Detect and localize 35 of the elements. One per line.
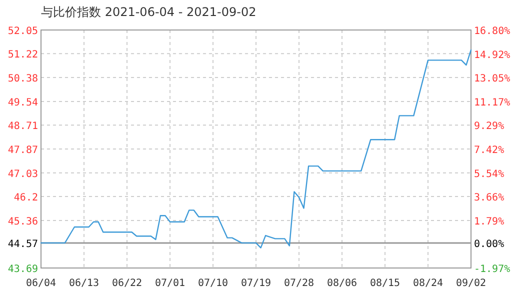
y-tick-label: 47.03 [8, 168, 38, 180]
x-tick-label: 07/10 [198, 278, 228, 289]
y-tick-label: 45.36 [8, 216, 38, 228]
x-tick-label: 06/13 [68, 278, 100, 289]
y-tick-label: 49.54 [8, 97, 38, 108]
y2-tick-label: 14.92% [474, 50, 510, 61]
y-tick-label: 43.69 [8, 264, 38, 275]
y2-tick-label: 9.29% [474, 121, 504, 132]
x-tick-label: 08/15 [370, 278, 400, 289]
y2-tick-label: 11.17% [474, 97, 510, 108]
y-tick-label: 52.05 [8, 26, 38, 37]
x-tick-label: 06/22 [112, 278, 142, 289]
y-tick-label: 51.22 [8, 50, 38, 61]
y2-tick-label: 7.42% [474, 144, 504, 156]
y2-tick-label: 13.05% [474, 74, 510, 85]
y2-tick-label: 3.66% [474, 192, 504, 204]
x-tick-label: 07/19 [240, 278, 272, 289]
y-tick-label: 50.38 [8, 74, 38, 85]
y-tick-label: 46.2 [14, 192, 38, 204]
y2-tick-label: 1.79% [474, 216, 504, 228]
x-tick-label: 09/02 [456, 278, 486, 289]
x-tick-label: 08/06 [326, 278, 358, 289]
y2-tick-label: 16.80% [474, 26, 510, 37]
y-tick-label: 47.87 [8, 145, 38, 156]
x-tick-label: 08/24 [412, 278, 444, 289]
x-tick-label: 07/01 [154, 278, 186, 289]
chart-title: 与比价指数 2021-06-04 - 2021-09-02 [41, 5, 256, 19]
x-tick-label: 07/28 [284, 278, 314, 289]
y-tick-label: 48.71 [8, 121, 38, 132]
y2-tick-label: 0.00% [474, 239, 504, 250]
y-tick-label: 44.57 [8, 238, 38, 250]
x-tick-label: 06/04 [26, 278, 56, 289]
y2-tick-label: 5.54% [474, 168, 504, 180]
line-series [40, 49, 472, 248]
y2-tick-label: -1.97% [474, 264, 510, 275]
